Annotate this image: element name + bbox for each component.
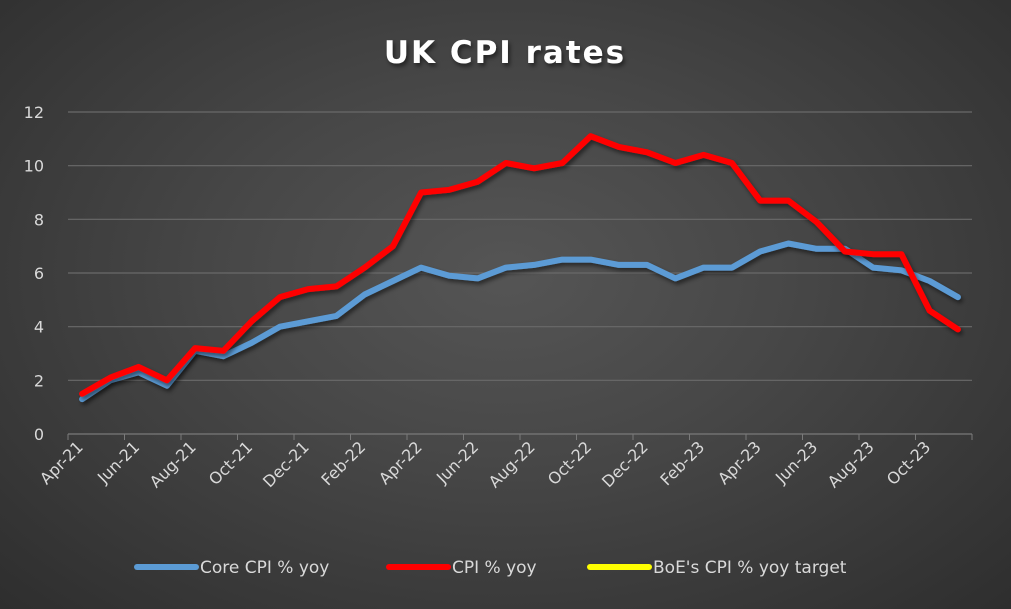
x-tick-label: Apr-23 (714, 437, 765, 488)
y-tick-label: 10 (24, 157, 44, 176)
legend-label: BoE's CPI % yoy target (653, 558, 847, 578)
x-tick-label: Jun-23 (771, 437, 821, 487)
y-axis: 0 2 4 6 8 10 12 (24, 103, 44, 444)
series-line-core-cpi (79, 240, 961, 403)
y-tick-label: 0 (34, 425, 44, 444)
x-tick-label: Aug-21 (146, 437, 200, 491)
x-tick-label: Feb-22 (317, 437, 369, 489)
y-tick-label: 4 (34, 318, 44, 337)
x-tick-label: Aug-23 (824, 437, 878, 491)
x-tick-label: Oct-22 (544, 437, 595, 488)
x-tick-label: Aug-22 (485, 437, 539, 491)
x-tick-label: Dec-21 (259, 437, 313, 491)
y-tick-label: 2 (34, 371, 44, 390)
legend: Core CPI % yoy CPI % yoy BoE's CPI % yoy t… (134, 558, 847, 578)
x-tick-label: Oct-23 (883, 437, 934, 488)
x-tick-label: Apr-22 (375, 437, 426, 488)
y-tick-label: 8 (34, 210, 44, 229)
series-lines (79, 133, 961, 403)
x-tick-label: Oct-21 (205, 437, 256, 488)
legend-label: CPI % yoy (452, 558, 537, 578)
x-tick-label: Jun-21 (93, 437, 143, 487)
legend-label: Core CPI % yoy (200, 558, 329, 578)
x-tick-label: Jun-22 (432, 437, 482, 487)
x-tick-label: Dec-22 (598, 437, 652, 491)
x-tick-label: Feb-23 (656, 437, 708, 489)
x-tick-label: Apr-21 (36, 437, 87, 488)
y-tick-label: 12 (24, 103, 44, 122)
series-line-cpi (79, 133, 961, 397)
y-tick-label: 6 (34, 264, 44, 283)
x-axis: Apr-21 Jun-21 Aug-21 Oct-21 Dec-21 Feb-22 Apr-… (36, 433, 973, 491)
chart-title: UK CPI rates (384, 35, 626, 71)
